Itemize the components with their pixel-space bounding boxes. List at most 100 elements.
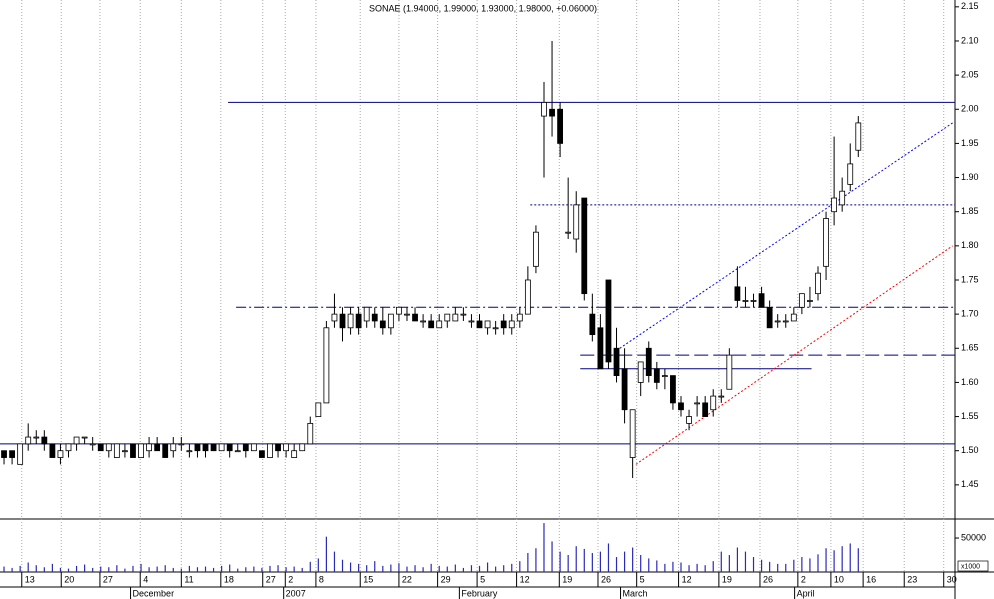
x-tick-label: 10 xyxy=(834,574,844,584)
candle-body xyxy=(613,347,620,376)
candle-body xyxy=(105,443,112,452)
candle-body xyxy=(444,313,451,322)
y-tick-label: 2.00 xyxy=(961,104,979,114)
candle-body xyxy=(710,395,717,411)
candle-body xyxy=(581,197,588,295)
candle-body xyxy=(97,443,104,452)
candle-body xyxy=(589,313,596,336)
candle-body xyxy=(549,108,555,117)
y-tick-label: 2.10 xyxy=(961,35,979,45)
month-label: December xyxy=(133,588,175,598)
candle-body xyxy=(387,313,394,329)
unit-box xyxy=(957,560,989,572)
y-tick-label: 1.70 xyxy=(961,309,979,319)
candle-body xyxy=(210,443,217,452)
x-tick-label: 5 xyxy=(480,574,485,584)
candle-body xyxy=(73,436,80,445)
candle-body xyxy=(807,300,813,302)
x-tick-label: 23 xyxy=(907,574,917,584)
candle-body xyxy=(17,443,24,465)
candle-body xyxy=(428,320,435,329)
candle-body xyxy=(557,108,564,144)
candle-body xyxy=(621,368,628,411)
candle-body xyxy=(234,450,241,453)
candle-body xyxy=(355,313,362,329)
candle-body xyxy=(33,436,40,439)
candle-body xyxy=(1,450,7,458)
candle-body xyxy=(113,443,120,458)
candle-body xyxy=(275,443,281,452)
x-tick-label: 27 xyxy=(103,574,113,584)
candle-body xyxy=(9,450,15,458)
x-tick-label: 20 xyxy=(64,574,74,584)
x-tick-label: 13 xyxy=(25,574,35,584)
month-label: March xyxy=(623,588,648,598)
candle-body xyxy=(250,443,257,452)
candle-body xyxy=(742,300,749,302)
y-tick-label: 1.60 xyxy=(961,377,979,387)
candle-body xyxy=(57,450,64,458)
candle-body xyxy=(670,375,676,404)
y-tick-label: 50000 xyxy=(961,532,986,542)
candle-body xyxy=(130,443,136,458)
x-tick-label: 4 xyxy=(143,574,148,584)
candle-body xyxy=(178,443,185,446)
candle-body xyxy=(404,313,410,316)
candle-body xyxy=(202,443,209,452)
candle-body xyxy=(855,122,862,151)
candle-body xyxy=(533,231,539,267)
candle-body xyxy=(291,450,298,458)
candle-body xyxy=(371,313,378,322)
y-tick-label: 1.90 xyxy=(961,172,979,182)
y-tick-label: 1.65 xyxy=(961,343,979,353)
candle-body xyxy=(815,272,821,295)
x-tick-label: 2 xyxy=(288,574,293,584)
candle-body xyxy=(460,313,467,316)
candle-body xyxy=(436,320,443,329)
candle-body xyxy=(339,313,346,329)
candle-body xyxy=(323,327,330,404)
candle-body xyxy=(541,102,547,117)
candle-body xyxy=(508,320,515,329)
candle-body xyxy=(839,190,846,206)
candle-body xyxy=(500,320,507,329)
candle-body xyxy=(307,422,314,445)
candle-body xyxy=(162,443,169,458)
candle-body xyxy=(379,320,386,329)
candle-body xyxy=(645,347,652,376)
y-tick-label: 1.50 xyxy=(961,445,979,455)
candle-body xyxy=(154,443,161,452)
candle-body xyxy=(122,450,128,453)
candle-body xyxy=(283,443,289,452)
candle-body xyxy=(766,306,773,329)
candle-body xyxy=(412,313,418,322)
candle-body xyxy=(524,279,531,315)
x-tick-label: 15 xyxy=(363,574,373,584)
candle-body xyxy=(484,320,491,329)
candle-body xyxy=(267,443,273,458)
candle-body xyxy=(758,293,765,308)
candle-body xyxy=(218,443,225,452)
y-tick-label: 2.15 xyxy=(961,1,979,11)
candle-body xyxy=(259,450,265,458)
x-tick-label: 12 xyxy=(520,574,530,584)
candle-body xyxy=(194,443,201,452)
chart-title: SONAE (1.94000, 1.99000, 1.93000, 1.9800… xyxy=(369,3,597,13)
x-tick-label: 26 xyxy=(601,574,611,584)
candle-body xyxy=(242,443,249,452)
x-tick-label: 16 xyxy=(866,574,876,584)
x-tick-label: 11 xyxy=(184,574,193,584)
candle-body xyxy=(516,313,523,322)
candle-body xyxy=(573,204,580,240)
x-tick-label: 29 xyxy=(441,574,451,584)
candle-body xyxy=(146,443,152,452)
x-tick-label: 30 xyxy=(947,574,957,584)
candle-body xyxy=(718,395,725,398)
candle-body xyxy=(831,197,838,213)
y-tick-label: 1.75 xyxy=(961,274,979,284)
candle-body xyxy=(49,443,56,458)
month-label: April xyxy=(797,588,815,598)
candle-body xyxy=(678,402,684,411)
x-tick-label: 22 xyxy=(402,574,412,584)
